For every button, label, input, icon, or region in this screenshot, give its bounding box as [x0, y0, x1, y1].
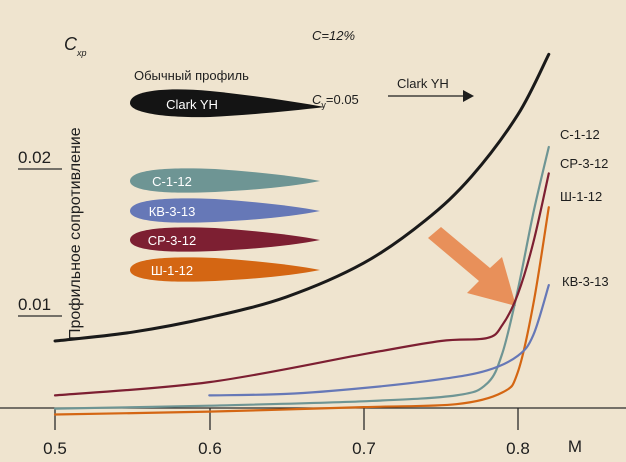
profile-s-1-12: С-1-12 [130, 168, 320, 193]
y-tick-label: 0.02 [18, 148, 51, 167]
x-tick-label: 0.5 [43, 439, 67, 458]
profile-label: Ш-1-12 [151, 263, 193, 278]
series-label-kv-3-13: КВ-3-13 [562, 274, 609, 289]
profile-shape [130, 227, 320, 252]
profile-clark-yh: Clark YH [130, 89, 325, 118]
reference-caption: Обычный профиль [134, 68, 249, 83]
series-label-s-1-12: С-1-12 [560, 127, 600, 142]
lift-note: Cy=0.05 [312, 92, 359, 110]
series-line-kv-3-13 [208, 284, 550, 397]
series-line-s-1-12 [53, 145, 550, 410]
profile-shape [130, 198, 320, 223]
series-line-sr-3-12 [53, 172, 550, 397]
thickness-note: C=12% [312, 28, 355, 43]
profile-shape [130, 89, 325, 118]
x-tick-label: 0.6 [198, 439, 222, 458]
x-tick-label: 0.7 [352, 439, 376, 458]
profile-shape [130, 168, 320, 193]
y-symbol: Cxp [64, 34, 87, 58]
profile-label: Clark YH [166, 97, 218, 112]
series-line-sh-1-12 [53, 206, 550, 416]
profile-sh-1-12: Ш-1-12 [130, 257, 320, 282]
profile-label: КВ-3-13 [149, 204, 196, 219]
arrow-head [463, 90, 474, 102]
profile-label: СР-3-12 [148, 233, 196, 248]
profile-shape [130, 257, 320, 282]
profile-label: С-1-12 [152, 174, 192, 189]
series-line-clark-yh [53, 52, 551, 343]
y-tick-label: 0.01 [18, 295, 51, 314]
series-label-sr-3-12: СР-3-12 [560, 156, 608, 171]
series-label-sh-1-12: Ш-1-12 [560, 189, 602, 204]
arrow-label: Clark YH [397, 76, 449, 91]
y-axis-label: Профильное сопротивление [67, 127, 84, 340]
profile-kv-3-13: КВ-3-13 [130, 198, 320, 223]
profile-sr-3-12: СР-3-12 [130, 227, 320, 252]
x-tick-label: 0.8 [506, 439, 530, 458]
x-axis-label: M [568, 437, 582, 456]
curves-group [53, 52, 551, 416]
highlight-arrow [428, 227, 516, 306]
